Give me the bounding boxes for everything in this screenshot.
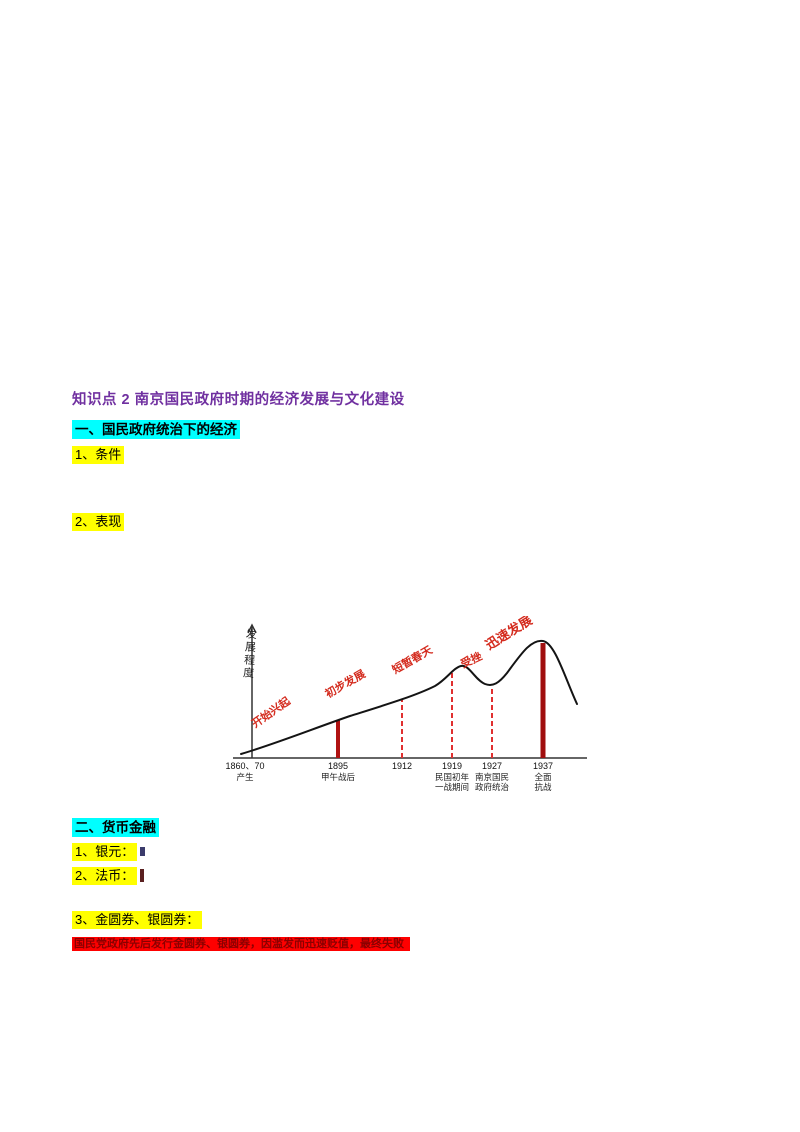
note-full-war-2: 抗战: [534, 782, 552, 792]
section-2-item-silver-dollar: 1、银元：: [72, 843, 138, 861]
note-full-war-1: 全面: [534, 772, 552, 782]
hidden-text-mark: [140, 847, 146, 857]
note-after-jiawu: 甲午战后: [321, 772, 356, 782]
tick-1860-70: 1860、70: [225, 761, 264, 771]
tick-1937: 1937: [533, 761, 553, 771]
stage-label-initial: 初步发展: [323, 666, 369, 701]
national-capitalism-development-chart: 开始兴起 初步发展 短暂春天 受挫 迅速发展 1860、70 1895 1912…: [225, 616, 597, 816]
stage-label-setback: 受挫: [458, 649, 484, 671]
section-2-item-gold-silver-certificates: 3、金圆券、银圆券：: [72, 911, 203, 929]
hidden-text-mark: [140, 869, 145, 883]
note-emergence: 产生: [236, 772, 254, 782]
section-1-title: 一、国民政府统治下的经济: [72, 420, 240, 439]
knowledge-point-heading: 知识点 2 南京国民政府时期的经济发展与文化建设: [72, 392, 405, 408]
y-axis-arrow-icon: [247, 623, 257, 634]
section-2-item-fabi: 2、法币：: [72, 867, 138, 885]
stage-label-rise: 开始兴起: [249, 693, 294, 730]
tick-1912: 1912: [392, 761, 412, 771]
note-nanjing-gov-1: 南京国民: [475, 772, 509, 782]
section-2-title: 二、货币金融: [72, 818, 159, 837]
section-1-item-conditions: 1、条件: [72, 446, 125, 464]
note-early-republic: 民国初年: [435, 772, 470, 782]
tick-1927: 1927: [482, 761, 502, 771]
note-nanjing-gov-2: 政府统治: [475, 782, 510, 792]
redacted-answer-text: 国民党政府先后发行金圆券、银圆券，因滥发而迅速贬值，最终失败: [72, 937, 410, 951]
section-1-item-performance: 2、表现: [72, 513, 125, 531]
tick-1895: 1895: [328, 761, 348, 771]
tick-1919: 1919: [442, 761, 462, 771]
stage-label-spring: 短暂春天: [390, 642, 436, 677]
chart-canvas: 开始兴起 初步发展 短暂春天 受挫 迅速发展 1860、70 1895 1912…: [225, 616, 587, 792]
note-wwi-period: 一战期间: [435, 782, 469, 792]
development-curve: [240, 639, 578, 755]
